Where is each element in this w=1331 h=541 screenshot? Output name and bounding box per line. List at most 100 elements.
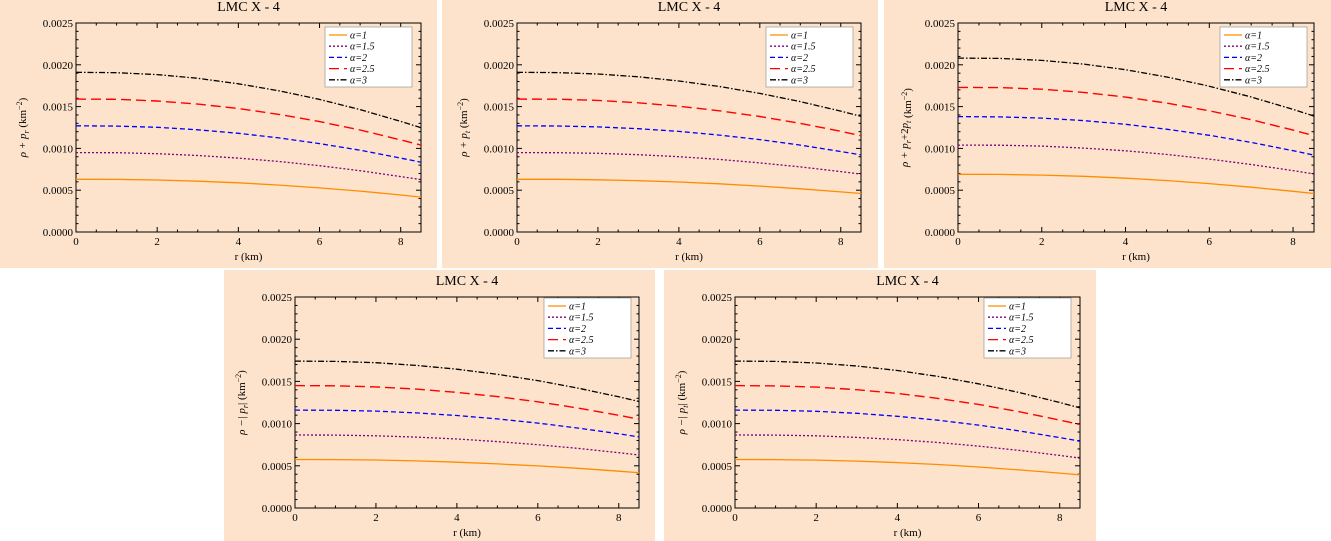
series-line-5: [957, 57, 1315, 117]
x-tick-label: 4: [454, 512, 460, 524]
y-tick-label: 0.0015: [702, 376, 733, 388]
series-line-1: [294, 458, 640, 474]
x-tick-label: 0: [514, 236, 520, 248]
series-line-3: [734, 409, 1081, 442]
x-axis-label: r (km): [235, 251, 263, 263]
series-line-2: [294, 434, 640, 456]
series-line-1: [957, 173, 1315, 195]
chart-panel-1: LMC X - 4 0.0000 0.0005 0.0010 0.0015 0.0020 0…: [0, 0, 437, 268]
y-tick-label: 0.0020: [43, 60, 74, 72]
series-line-4: [957, 86, 1315, 137]
legend-label: α=1: [1245, 31, 1262, 42]
x-tick-label: 2: [595, 236, 601, 248]
x-tick-label: 4: [236, 236, 242, 248]
y-tick-label: 0.0020: [925, 60, 956, 72]
y-tick-label: 0.0015: [262, 376, 293, 388]
series-line-2: [734, 434, 1081, 459]
y-tick-label: 0.0000: [925, 227, 956, 239]
legend-label: α=2.5: [1245, 64, 1270, 75]
y-tick-label: 0.0010: [484, 143, 515, 155]
x-tick-label: 6: [535, 512, 541, 524]
y-axis-label: ρ −| pr| (km−2): [234, 370, 250, 436]
legend-label: α=1: [350, 31, 367, 42]
x-tick-label: 0: [732, 512, 738, 524]
series-line-5: [516, 71, 862, 117]
legend-label: α=1.5: [350, 42, 375, 53]
series-line-2: [516, 151, 862, 175]
y-tick-label: 0.0005: [702, 461, 733, 473]
legend-label: α=2.5: [1009, 335, 1034, 346]
chart-title: LMC X - 4: [217, 0, 280, 15]
chart-2: LMC X - 4 0.0000 0.0005 0.0010 0.0015 0.0020 0…: [456, 0, 862, 263]
plot-frame: [516, 22, 862, 233]
y-axis-label: ρ + pr (km−2): [15, 97, 31, 158]
y-tick-label: 0.0015: [43, 102, 74, 114]
x-tick-label: 2: [154, 236, 160, 248]
series-line-5: [294, 360, 640, 403]
y-tick-label: 0.0010: [262, 419, 293, 431]
plot-frame: [294, 296, 640, 509]
series-line-2: [957, 144, 1315, 175]
series-line-1: [734, 458, 1081, 476]
plot-frame: [957, 22, 1315, 233]
x-tick-label: 0: [955, 236, 961, 248]
series-line-1: [517, 178, 862, 195]
legend-label: α=2.5: [350, 64, 375, 75]
series-line-3: [957, 115, 1315, 156]
x-axis-label: r (km): [894, 527, 922, 539]
legend-label: α=1: [791, 31, 808, 42]
legend-label: α=2: [1245, 53, 1262, 64]
x-tick-label: 4: [1123, 236, 1129, 248]
y-tick-label: 0.0000: [702, 503, 733, 515]
y-tick-label: 0.0020: [262, 334, 293, 346]
series-line-4: [294, 384, 640, 420]
y-tick-label: 0.0000: [262, 503, 293, 515]
series-line-4: [734, 384, 1081, 426]
series-line-1: [75, 178, 422, 198]
series-line-2: [75, 151, 422, 181]
x-tick-label: 2: [1039, 236, 1045, 248]
x-tick-label: 8: [1057, 512, 1063, 524]
y-tick-label: 0.0015: [925, 102, 956, 114]
chart-panel-2: LMC X - 4 0.0000 0.0005 0.0010 0.0015 0.0020 0…: [442, 0, 878, 268]
y-tick-label: 0.0025: [262, 292, 293, 304]
chart-title: LMC X - 4: [1105, 0, 1168, 15]
chart-1: LMC X - 4 0.0000 0.0005 0.0010 0.0015 0.0020 0…: [15, 0, 422, 263]
x-tick-label: 6: [317, 236, 323, 248]
plot-frame: [734, 296, 1081, 509]
y-tick-label: 0.0025: [925, 18, 956, 30]
x-axis-label: r (km): [1122, 251, 1150, 263]
y-axis-label: ρ + pr+2pt (km−2): [899, 88, 914, 168]
legend-label: α=3: [1245, 75, 1262, 86]
legend-label: α=2: [791, 53, 808, 64]
legend-label: α=1.5: [1245, 42, 1270, 53]
legend-label: α=1: [1009, 302, 1026, 313]
y-axis-label: ρ + pt (km−2): [456, 98, 472, 158]
y-tick-label: 0.0005: [925, 185, 956, 197]
legend-label: α=3: [350, 75, 367, 86]
series-line-4: [75, 98, 422, 146]
x-axis-label: r (km): [453, 527, 481, 539]
series-line-3: [75, 125, 422, 163]
chart-panel-4: LMC X - 4 0.0000 0.0005 0.0010 0.0015 0.0020 0…: [224, 270, 655, 541]
y-tick-label: 0.0025: [484, 18, 515, 30]
series-line-3: [294, 409, 640, 438]
y-tick-label: 0.0000: [484, 227, 515, 239]
chart-panel-3: LMC X - 4 0.0000 0.0005 0.0010 0.0015 0.0020 0…: [884, 0, 1331, 268]
legend-label: α=2.5: [791, 64, 816, 75]
y-tick-label: 0.0000: [43, 227, 74, 239]
series-line-5: [75, 71, 422, 129]
legend-label: α=1.5: [1009, 313, 1034, 324]
y-tick-label: 0.0005: [484, 185, 515, 197]
chart-5: LMC X - 4 0.0000 0.0005 0.0010 0.0015 0.0020 0…: [674, 274, 1081, 539]
series-line-5: [734, 360, 1081, 409]
x-tick-label: 6: [1207, 236, 1213, 248]
y-tick-label: 0.0015: [484, 102, 515, 114]
y-tick-label: 0.0025: [43, 18, 74, 30]
chart-title: LMC X - 4: [876, 274, 939, 289]
y-tick-label: 0.0010: [702, 419, 733, 431]
chart-panel-5: LMC X - 4 0.0000 0.0005 0.0010 0.0015 0.0020 0…: [664, 270, 1096, 541]
y-tick-label: 0.0020: [702, 334, 733, 346]
x-tick-label: 0: [73, 236, 79, 248]
chart-4: LMC X - 4 0.0000 0.0005 0.0010 0.0015 0.0020 0…: [234, 274, 640, 539]
